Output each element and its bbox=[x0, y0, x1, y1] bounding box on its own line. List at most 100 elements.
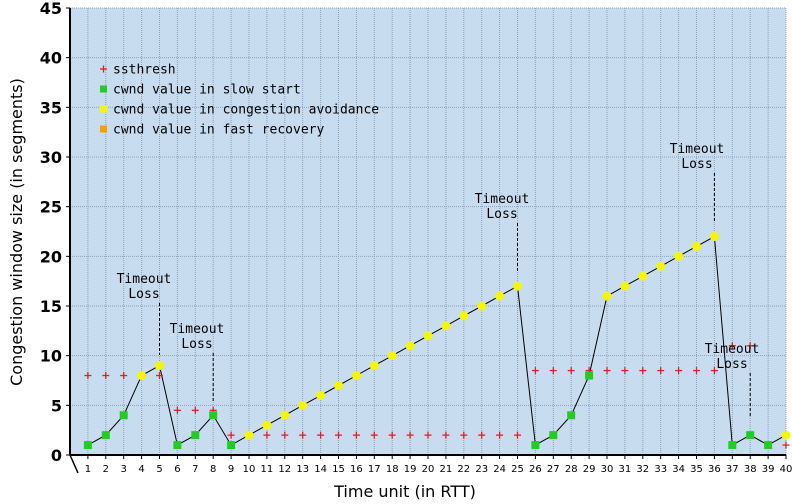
legend-label: cwnd value in congestion avoidance bbox=[113, 103, 379, 118]
cwnd-point-slow-start bbox=[746, 431, 755, 440]
y-tick-label: 45 bbox=[40, 0, 62, 18]
annotations: TimeoutLossTimeoutLossTimeoutLossTimeout… bbox=[117, 142, 760, 418]
cwnd-point-slow-start bbox=[227, 441, 236, 450]
y-tick-label: 30 bbox=[40, 148, 62, 167]
ssthresh-point bbox=[639, 367, 647, 375]
annotation-line-2: Loss bbox=[128, 287, 159, 302]
cwnd-point-slow-start bbox=[531, 441, 540, 450]
cwnd-point-congestion-avoidance bbox=[316, 390, 326, 400]
x-tick-label: 31 bbox=[619, 464, 632, 475]
x-tick-label: 3 bbox=[121, 464, 127, 475]
cwnd-point-congestion-avoidance bbox=[423, 331, 433, 341]
ssthresh-point bbox=[424, 431, 432, 439]
cwnd-point-congestion-avoidance bbox=[387, 351, 397, 361]
ssthresh-point bbox=[227, 431, 235, 439]
cwnd-point-slow-start bbox=[83, 441, 92, 450]
cwnd-point-congestion-avoidance bbox=[495, 291, 505, 301]
x-tick-label: 37 bbox=[726, 464, 739, 475]
ssthresh-point bbox=[299, 431, 307, 439]
y-tick-label: 15 bbox=[40, 297, 62, 316]
ssthresh-point bbox=[496, 431, 504, 439]
x-tick-label: 29 bbox=[583, 464, 596, 475]
legend-label: cwnd value in slow start bbox=[113, 83, 301, 98]
ssthresh-point bbox=[675, 367, 683, 375]
ssthresh-point bbox=[173, 406, 181, 414]
x-tick-label: 11 bbox=[261, 464, 274, 475]
x-tick-label: 20 bbox=[422, 464, 435, 475]
ssthresh-point bbox=[102, 372, 110, 380]
x-tick-label: 24 bbox=[493, 464, 506, 475]
x-tick-label: 4 bbox=[138, 464, 144, 475]
ssthresh-point bbox=[406, 431, 414, 439]
ssthresh-point bbox=[514, 431, 521, 439]
cwnd-point-congestion-avoidance bbox=[405, 341, 415, 351]
x-tick-label: 5 bbox=[156, 464, 162, 475]
cwnd-point-congestion-avoidance bbox=[262, 420, 272, 430]
x-tick-label: 6 bbox=[174, 464, 180, 475]
x-tick-label: 16 bbox=[350, 464, 363, 475]
x-tick-label: 39 bbox=[762, 464, 775, 475]
x-tick-label: 32 bbox=[636, 464, 649, 475]
x-tick-label: 1 bbox=[85, 464, 91, 475]
cwnd-point-congestion-avoidance bbox=[244, 430, 254, 440]
x-tick-label: 19 bbox=[404, 464, 417, 475]
x-tick-label: 27 bbox=[547, 464, 560, 475]
x-tick-label: 28 bbox=[565, 464, 578, 475]
annotation-line-1: Timeout bbox=[670, 142, 725, 157]
ssthresh-point bbox=[728, 342, 736, 350]
legend-label: ssthresh bbox=[113, 63, 176, 78]
x-tick-label: 10 bbox=[243, 464, 256, 475]
cwnd-point-congestion-avoidance bbox=[441, 321, 451, 331]
y-axis-ticks: 0 5 10 15 20 25 30 35 40 45 bbox=[40, 0, 70, 465]
ssthresh-point bbox=[782, 441, 790, 449]
ssthresh-point bbox=[388, 431, 396, 439]
legend: ssthresh cwnd value in slow start cwnd val… bbox=[100, 63, 379, 138]
x-tick-label: 18 bbox=[386, 464, 399, 475]
cwnd-point-congestion-avoidance bbox=[137, 371, 147, 381]
x-tick-label: 33 bbox=[654, 464, 667, 475]
x-tick-label: 7 bbox=[192, 464, 198, 475]
annotation-line-1: Timeout bbox=[117, 272, 172, 287]
x-tick-label: 23 bbox=[475, 464, 488, 475]
ssthresh-point bbox=[370, 431, 378, 439]
x-axis-ticks: 1 2 3 4 5 6 7 8 9 10 11 12 13 14 15 16 17 18 19 20 21 22 23 24 2… bbox=[85, 455, 792, 475]
cwnd-point-congestion-avoidance bbox=[369, 361, 379, 371]
ssthresh-point bbox=[746, 342, 754, 350]
cwnd-point-congestion-avoidance bbox=[709, 231, 719, 241]
ssthresh-point bbox=[156, 372, 163, 380]
cwnd-point-congestion-avoidance bbox=[602, 291, 612, 301]
x-tick-label: 40 bbox=[780, 464, 792, 475]
cwnd-point-congestion-avoidance bbox=[280, 410, 290, 420]
legend-item-slow-start: cwnd value in slow start bbox=[100, 83, 301, 98]
legend-label: cwnd value in fast recovery bbox=[113, 123, 324, 138]
cwnd-point-congestion-avoidance bbox=[692, 241, 701, 251]
ssthresh-point bbox=[352, 431, 360, 439]
cwnd-point-congestion-avoidance bbox=[459, 311, 469, 321]
cwnd-point-slow-start bbox=[549, 431, 558, 440]
annotation-line-1: Timeout bbox=[170, 322, 225, 337]
x-tick-label: 36 bbox=[708, 464, 721, 475]
x-tick-label: 35 bbox=[690, 464, 703, 475]
cwnd-point-congestion-avoidance bbox=[656, 261, 666, 271]
x-tick-label: 25 bbox=[511, 464, 524, 475]
annotation-line-2: Loss bbox=[716, 357, 747, 372]
x-tick-label: 17 bbox=[368, 464, 381, 475]
x-tick-label: 30 bbox=[601, 464, 614, 475]
annotation-line-1: Timeout bbox=[705, 342, 760, 357]
cwnd-point-congestion-avoidance bbox=[513, 281, 522, 291]
x-tick-label: 9 bbox=[228, 464, 234, 475]
cwnd-point-congestion-avoidance bbox=[334, 380, 343, 390]
y-tick-label: 0 bbox=[51, 446, 62, 465]
ssthresh-point bbox=[335, 431, 342, 439]
x-tick-label: 21 bbox=[440, 464, 453, 475]
ssthresh-point bbox=[84, 372, 92, 380]
ssthresh-point bbox=[603, 367, 611, 375]
ssthresh-point bbox=[263, 431, 271, 439]
cwnd-point-slow-start bbox=[173, 441, 182, 450]
cwnd-point-congestion-avoidance bbox=[477, 301, 487, 311]
cwnd-point-slow-start bbox=[585, 371, 594, 380]
